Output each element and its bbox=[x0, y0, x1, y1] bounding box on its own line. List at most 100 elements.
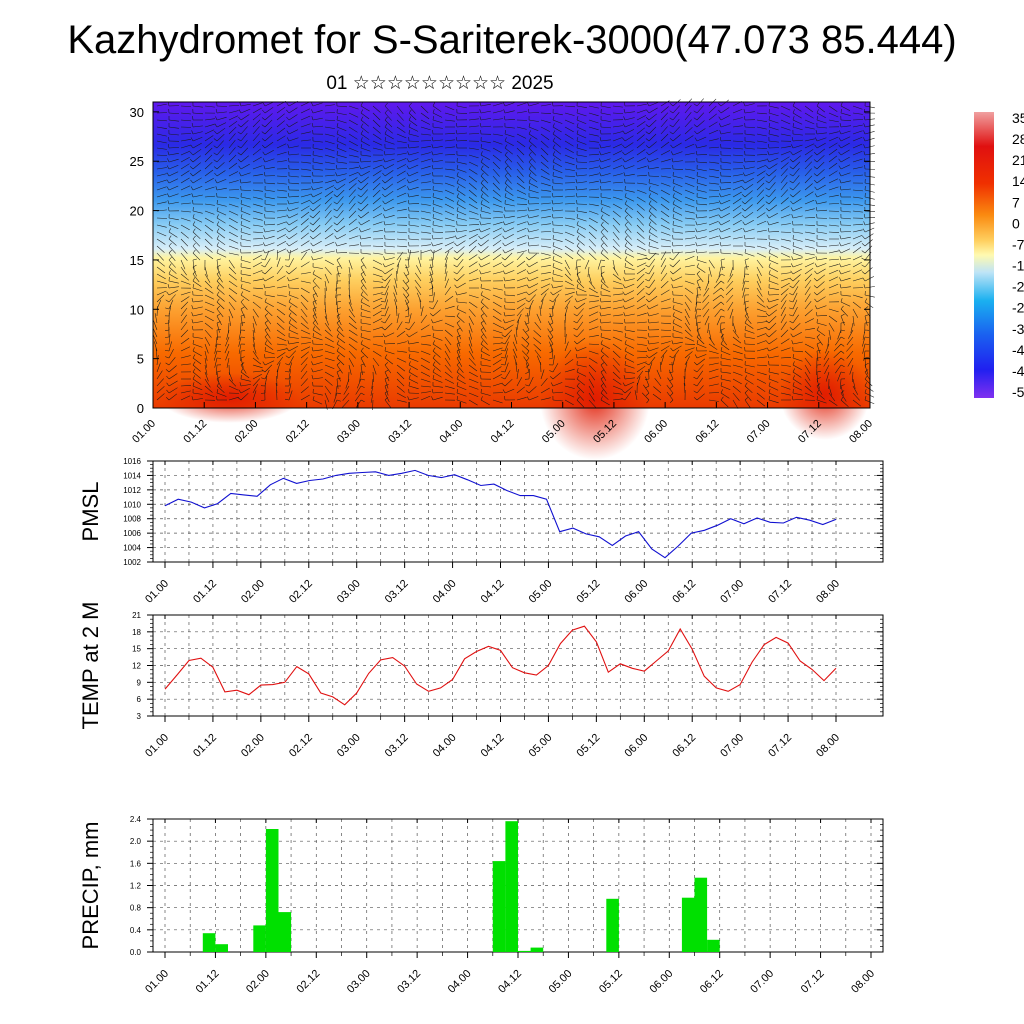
wind-barb bbox=[324, 161, 335, 165]
wind-barb bbox=[540, 278, 551, 282]
wind-barb bbox=[276, 189, 287, 192]
wind-barb-feather bbox=[768, 277, 771, 282]
wind-barb-feather bbox=[525, 371, 530, 374]
wind-barb-feather bbox=[192, 221, 196, 226]
wind-barb bbox=[456, 196, 466, 203]
wind-barb bbox=[600, 294, 611, 297]
wind-barb bbox=[588, 300, 599, 303]
wind-barb-feather bbox=[431, 389, 434, 394]
wind-barb-feather bbox=[312, 313, 317, 317]
wind-barb bbox=[696, 377, 704, 387]
wind-barb bbox=[828, 155, 838, 163]
wind-barb-feather bbox=[288, 291, 291, 296]
wind-barb bbox=[370, 392, 374, 403]
wind-barb bbox=[156, 362, 161, 373]
wind-barb-feather bbox=[262, 242, 266, 247]
wind-barb-feather bbox=[790, 151, 794, 156]
wind-barb-feather bbox=[453, 278, 458, 282]
wind-barb-feather bbox=[741, 201, 746, 205]
wind-barb bbox=[549, 341, 554, 352]
wind-barb-feather bbox=[670, 392, 674, 397]
wind-barb-feather bbox=[237, 152, 242, 156]
wind-barb bbox=[480, 125, 492, 128]
wind-barb bbox=[504, 119, 516, 121]
wind-barb bbox=[228, 301, 236, 311]
wind-barb bbox=[828, 244, 839, 247]
wind-barb bbox=[408, 397, 419, 401]
wind-barb bbox=[264, 266, 273, 275]
wind-barb bbox=[348, 183, 357, 191]
wind-barb-feather bbox=[407, 151, 410, 156]
wind-barb bbox=[792, 364, 802, 371]
wind-barb-feather bbox=[455, 291, 458, 296]
wind-barb bbox=[792, 378, 802, 385]
wind-barb bbox=[336, 357, 345, 366]
wind-barb bbox=[224, 343, 230, 354]
wind-barb bbox=[312, 322, 321, 331]
wind-barb bbox=[576, 308, 584, 317]
wind-barb bbox=[708, 189, 720, 191]
wind-barb-feather bbox=[381, 327, 386, 331]
wind-barb-feather bbox=[599, 151, 602, 156]
wind-barb bbox=[355, 385, 362, 395]
wind-barb bbox=[744, 204, 753, 212]
wind-barb bbox=[768, 221, 779, 226]
wind-barb bbox=[180, 337, 190, 345]
wind-barb bbox=[468, 261, 478, 268]
wind-barb bbox=[419, 299, 422, 310]
wind-barb bbox=[588, 231, 597, 240]
wind-barb bbox=[468, 234, 478, 240]
wind-barb bbox=[684, 127, 693, 135]
x-tick-label: 03.12 bbox=[383, 578, 411, 606]
wind-barb bbox=[418, 257, 422, 268]
wind-barb bbox=[360, 308, 371, 313]
wind-barb-feather bbox=[792, 234, 794, 240]
wind-barb bbox=[828, 148, 838, 156]
wind-barb bbox=[708, 259, 715, 269]
wind-barb bbox=[516, 369, 519, 380]
wind-barb bbox=[288, 195, 300, 198]
colorbar-label: 28 bbox=[1012, 131, 1024, 147]
wind-barb bbox=[612, 131, 623, 135]
wind-barb bbox=[456, 350, 461, 361]
wind-barb bbox=[288, 267, 297, 275]
wind-barb-feather bbox=[357, 194, 362, 198]
wind-barb bbox=[588, 392, 595, 402]
wind-barb bbox=[504, 378, 513, 387]
x-tick-label: 05.12 bbox=[597, 968, 625, 996]
wind-barb bbox=[264, 249, 275, 254]
wind-barb-feather bbox=[383, 158, 386, 163]
wind-barb bbox=[864, 315, 868, 326]
wind-barb bbox=[288, 383, 292, 394]
wind-barb bbox=[360, 189, 368, 198]
wind-barb bbox=[444, 322, 455, 328]
wind-barb-feather bbox=[429, 294, 434, 297]
wind-barb-feather bbox=[527, 207, 530, 212]
wind-barb bbox=[672, 259, 681, 268]
wind-barb-feather bbox=[744, 258, 749, 261]
wind-barb bbox=[804, 293, 811, 303]
wind-barb bbox=[408, 224, 419, 227]
wind-barb bbox=[372, 133, 382, 140]
wind-barb-feather bbox=[574, 305, 578, 310]
wind-barb bbox=[240, 155, 249, 163]
wind-barb-feather bbox=[622, 158, 626, 163]
wind-barb bbox=[600, 231, 608, 240]
wind-barb-feather bbox=[814, 305, 818, 310]
x-tick-label: 02.00 bbox=[239, 578, 267, 606]
wind-barb bbox=[156, 393, 165, 401]
wind-barb-feather bbox=[648, 178, 650, 184]
wind-barb bbox=[492, 133, 503, 136]
wind-barb-feather bbox=[599, 319, 602, 324]
wind-barb bbox=[564, 147, 574, 153]
wind-barb-feather bbox=[456, 320, 461, 324]
wind-barb bbox=[228, 287, 238, 295]
wind-barb bbox=[252, 126, 260, 135]
wind-barb bbox=[522, 328, 530, 338]
wind-barb bbox=[264, 166, 275, 170]
wind-barb bbox=[300, 261, 310, 268]
wind-barb bbox=[588, 112, 599, 117]
wind-barb bbox=[504, 348, 508, 359]
wind-barb-feather bbox=[528, 137, 532, 142]
wind-barb-feather bbox=[168, 242, 172, 247]
